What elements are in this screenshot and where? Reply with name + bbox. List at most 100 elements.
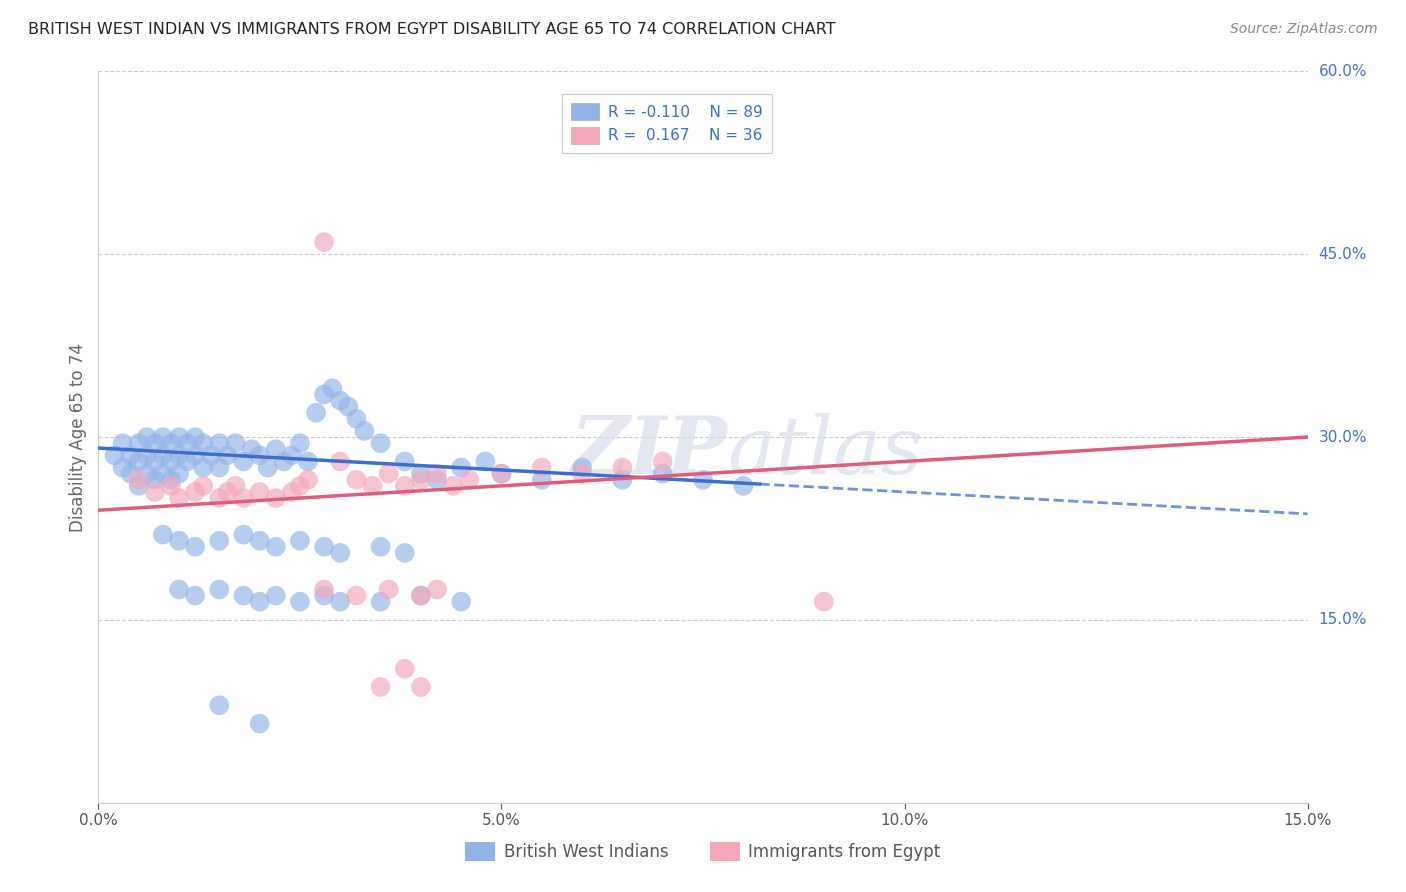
Point (152, 448, 174, 462)
Point (264, 442, 287, 457)
Point (692, 473, 714, 487)
Text: Source: ZipAtlas.com: Source: ZipAtlas.com (1230, 22, 1378, 37)
Point (377, 467, 399, 481)
Point (377, 582, 399, 597)
Point (217, 448, 239, 462)
Point (394, 662, 416, 676)
Text: 60.0%: 60.0% (1319, 64, 1367, 78)
Point (193, 479, 215, 493)
Point (249, 533, 271, 548)
Point (281, 448, 304, 462)
Point (314, 540, 336, 554)
Point (361, 479, 384, 493)
Point (329, 454, 352, 468)
Text: 15.0%: 15.0% (1319, 613, 1367, 627)
Point (208, 460, 231, 475)
Point (426, 473, 449, 487)
Point (135, 430, 157, 444)
Point (288, 594, 311, 608)
Point (370, 594, 392, 608)
Point (143, 454, 166, 468)
Point (152, 467, 174, 481)
Point (135, 467, 157, 481)
Point (409, 680, 432, 694)
Point (571, 460, 593, 475)
Point (370, 436, 392, 450)
Point (370, 540, 392, 554)
Point (344, 412, 367, 426)
Point (264, 540, 287, 554)
Point (273, 454, 295, 468)
Point (224, 479, 246, 493)
Point (288, 436, 311, 450)
Point (264, 589, 287, 603)
Point (612, 460, 634, 475)
Point (305, 406, 328, 420)
Point (143, 473, 166, 487)
Point (426, 467, 449, 481)
Point (314, 589, 336, 603)
Point (184, 540, 207, 554)
Point (208, 491, 231, 505)
Point (152, 430, 174, 444)
Point (288, 479, 311, 493)
Point (176, 454, 198, 468)
Point (128, 479, 150, 493)
Point (167, 533, 190, 548)
Point (249, 594, 271, 608)
Text: atlas: atlas (727, 413, 922, 491)
Point (288, 533, 311, 548)
Point (160, 454, 183, 468)
Point (208, 436, 231, 450)
Point (193, 460, 215, 475)
Point (426, 582, 449, 597)
Point (264, 491, 287, 505)
Point (394, 454, 416, 468)
Point (232, 527, 254, 541)
Point (409, 589, 432, 603)
Point (208, 582, 231, 597)
Point (167, 582, 190, 597)
Point (314, 235, 336, 249)
Y-axis label: Disability Age 65 to 74: Disability Age 65 to 74 (69, 343, 87, 532)
Point (409, 473, 432, 487)
Point (232, 491, 254, 505)
Point (128, 473, 150, 487)
Point (733, 479, 755, 493)
Point (128, 436, 150, 450)
Point (240, 442, 263, 457)
Point (491, 467, 513, 481)
Point (232, 589, 254, 603)
Point (160, 479, 183, 493)
Point (344, 473, 367, 487)
Text: ZIP: ZIP (571, 413, 727, 491)
Point (135, 448, 157, 462)
Point (249, 485, 271, 500)
Point (184, 589, 207, 603)
Point (256, 460, 278, 475)
Point (184, 448, 207, 462)
Point (128, 454, 150, 468)
Point (111, 436, 134, 450)
Point (409, 467, 432, 481)
Point (409, 589, 432, 603)
Point (167, 467, 190, 481)
Point (249, 716, 271, 731)
Point (370, 680, 392, 694)
Point (353, 424, 375, 438)
Legend: British West Indians, Immigrants from Egypt: British West Indians, Immigrants from Eg… (458, 835, 948, 868)
Point (143, 485, 166, 500)
Point (200, 448, 222, 462)
Point (394, 479, 416, 493)
Point (651, 467, 673, 481)
Point (321, 381, 343, 395)
Point (167, 491, 190, 505)
Point (394, 546, 416, 560)
Point (193, 436, 215, 450)
Point (329, 546, 352, 560)
Point (530, 460, 553, 475)
Point (491, 467, 513, 481)
Text: 30.0%: 30.0% (1319, 430, 1367, 444)
Point (297, 473, 319, 487)
Point (450, 594, 472, 608)
